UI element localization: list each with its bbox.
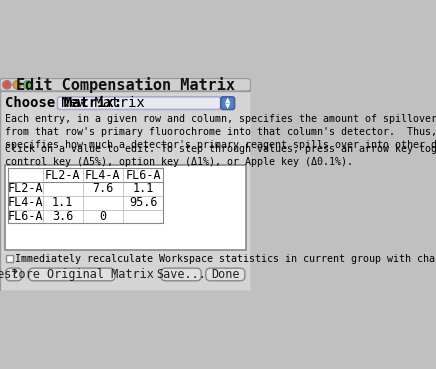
Text: Restore Original Matrix: Restore Original Matrix <box>0 268 154 281</box>
Text: ▼: ▼ <box>225 103 230 109</box>
Text: 3.6: 3.6 <box>52 210 73 223</box>
Text: New Matrix: New Matrix <box>61 96 145 110</box>
Bar <box>5 165 246 250</box>
Text: Edit Compensation Matrix: Edit Compensation Matrix <box>16 77 235 93</box>
FancyBboxPatch shape <box>58 97 221 110</box>
Text: 1.1: 1.1 <box>133 182 154 195</box>
Text: ▲: ▲ <box>225 97 230 103</box>
FancyBboxPatch shape <box>161 268 201 281</box>
Text: FL2-A: FL2-A <box>7 182 43 195</box>
Text: Click on a value to edit. To step through values, press an arrow key together wi: Click on a value to edit. To step throug… <box>5 144 436 167</box>
Text: FL6-A: FL6-A <box>125 169 161 182</box>
Text: FL4-A: FL4-A <box>85 169 121 182</box>
FancyBboxPatch shape <box>221 97 235 110</box>
Text: FL2-A: FL2-A <box>45 169 81 182</box>
Text: Save...: Save... <box>156 268 206 281</box>
FancyBboxPatch shape <box>0 79 251 91</box>
Circle shape <box>24 81 32 89</box>
Bar <box>6 255 13 262</box>
FancyBboxPatch shape <box>6 268 22 281</box>
Circle shape <box>3 81 11 89</box>
Text: Done: Done <box>211 268 240 281</box>
FancyBboxPatch shape <box>206 268 245 281</box>
Circle shape <box>13 81 21 89</box>
Text: ?: ? <box>10 268 17 281</box>
Text: Choose Matrix:: Choose Matrix: <box>5 96 122 110</box>
Text: FL6-A: FL6-A <box>7 210 43 223</box>
Text: 7.6: 7.6 <box>92 182 114 195</box>
Text: Each entry, in a given row and column, specifies the amount of spillover (percen: Each entry, in a given row and column, s… <box>5 114 436 151</box>
Text: 95.6: 95.6 <box>129 196 157 209</box>
Text: 1.1: 1.1 <box>52 196 73 209</box>
Text: FL4-A: FL4-A <box>7 196 43 209</box>
Text: Immediately recalculate Workspace statistics in current group with changes: Immediately recalculate Workspace statis… <box>15 254 436 264</box>
FancyBboxPatch shape <box>29 268 115 281</box>
Text: 0: 0 <box>99 210 106 223</box>
